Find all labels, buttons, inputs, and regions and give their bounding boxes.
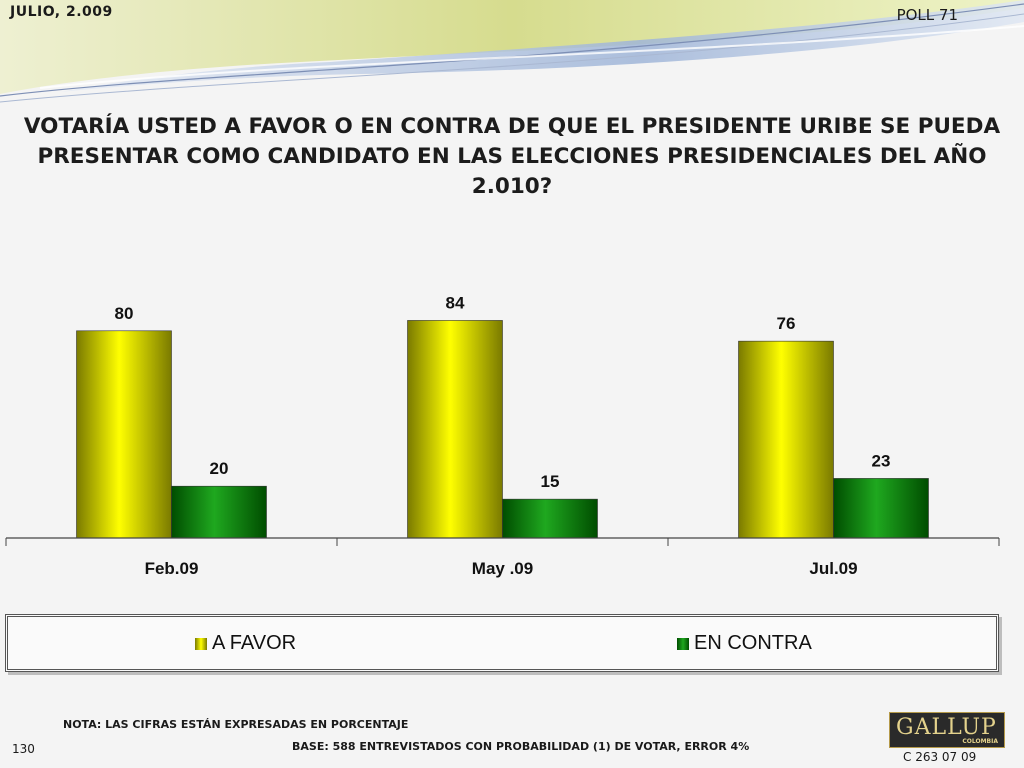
bar-en-contra-2 [833,478,929,539]
chart-title-line2: PRESENTAR COMO CANDIDATO EN LAS ELECCION… [37,144,987,199]
legend-item-a-favor: A FAVOR [195,632,296,655]
gallup-logo: GALLUP COLOMBIA [889,712,1005,748]
x-tick-label-2: Jul.09 [809,559,857,578]
header-poll: POLL 71 [896,6,958,24]
bar-a-favor-2 [738,340,834,539]
data-label-a-favor-0: 80 [115,304,134,323]
bar-a-favor-1 [407,320,503,539]
header-decoration [0,0,1024,103]
chart-legend: A FAVOR EN CONTRA [5,614,999,672]
legend-label-a-favor: A FAVOR [212,632,297,654]
data-label-a-favor-1: 84 [446,293,465,312]
footer-base: BASE: 588 ENTREVISTADOS CON PROBABILIDAD… [292,740,750,753]
data-label-en-contra-2: 23 [872,451,891,470]
legend-swatch-en-contra [677,637,689,650]
bar-a-favor-0 [76,330,172,539]
x-tick-label-1: May .09 [472,559,533,578]
chart-title-line1: VOTARÍA USTED A FAVOR O EN CONTRA DE QUE… [23,114,1001,139]
bar-en-contra-0 [171,485,267,539]
x-tick-label-0: Feb.09 [145,559,199,578]
logo-sub-text: COLOMBIA [962,738,998,745]
data-label-en-contra-1: 15 [541,472,560,491]
data-label-en-contra-0: 20 [210,459,229,478]
bar-en-contra-1 [502,498,598,539]
logo-main-text: GALLUP [896,715,997,740]
page-number: 130 [12,742,35,756]
bar-chart: 80 20 Feb.09 84 15 May .09 76 23 Jul.09 [5,293,1000,578]
legend-label-en-contra: EN CONTRA [694,632,812,654]
legend-item-en-contra: EN CONTRA [677,632,812,655]
chart-title: VOTARÍA USTED A FAVOR O EN CONTRA DE QUE… [0,112,1024,202]
footer-note: NOTA: LAS CIFRAS ESTÁN EXPRESADAS EN POR… [63,718,409,731]
data-label-a-favor-2: 76 [777,314,796,333]
slide-code: C 263 07 09 [903,750,977,764]
header-date: JULIO, 2.009 [10,4,113,20]
legend-swatch-a-favor [195,637,207,650]
